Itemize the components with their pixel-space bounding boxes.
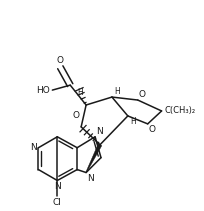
Text: O: O (138, 90, 145, 99)
Text: N: N (87, 173, 93, 183)
Text: HO: HO (37, 86, 50, 95)
Text: O: O (72, 111, 79, 120)
Text: O: O (57, 56, 63, 65)
Text: N: N (96, 127, 102, 136)
Text: H: H (113, 87, 119, 96)
Text: N: N (30, 143, 36, 152)
Text: H: H (77, 88, 83, 97)
Text: N: N (54, 183, 60, 191)
Text: O: O (148, 125, 155, 134)
Text: C(CH₃)₂: C(CH₃)₂ (164, 107, 195, 115)
Text: H: H (129, 117, 135, 126)
Text: Cl: Cl (53, 198, 61, 207)
Polygon shape (85, 144, 101, 173)
